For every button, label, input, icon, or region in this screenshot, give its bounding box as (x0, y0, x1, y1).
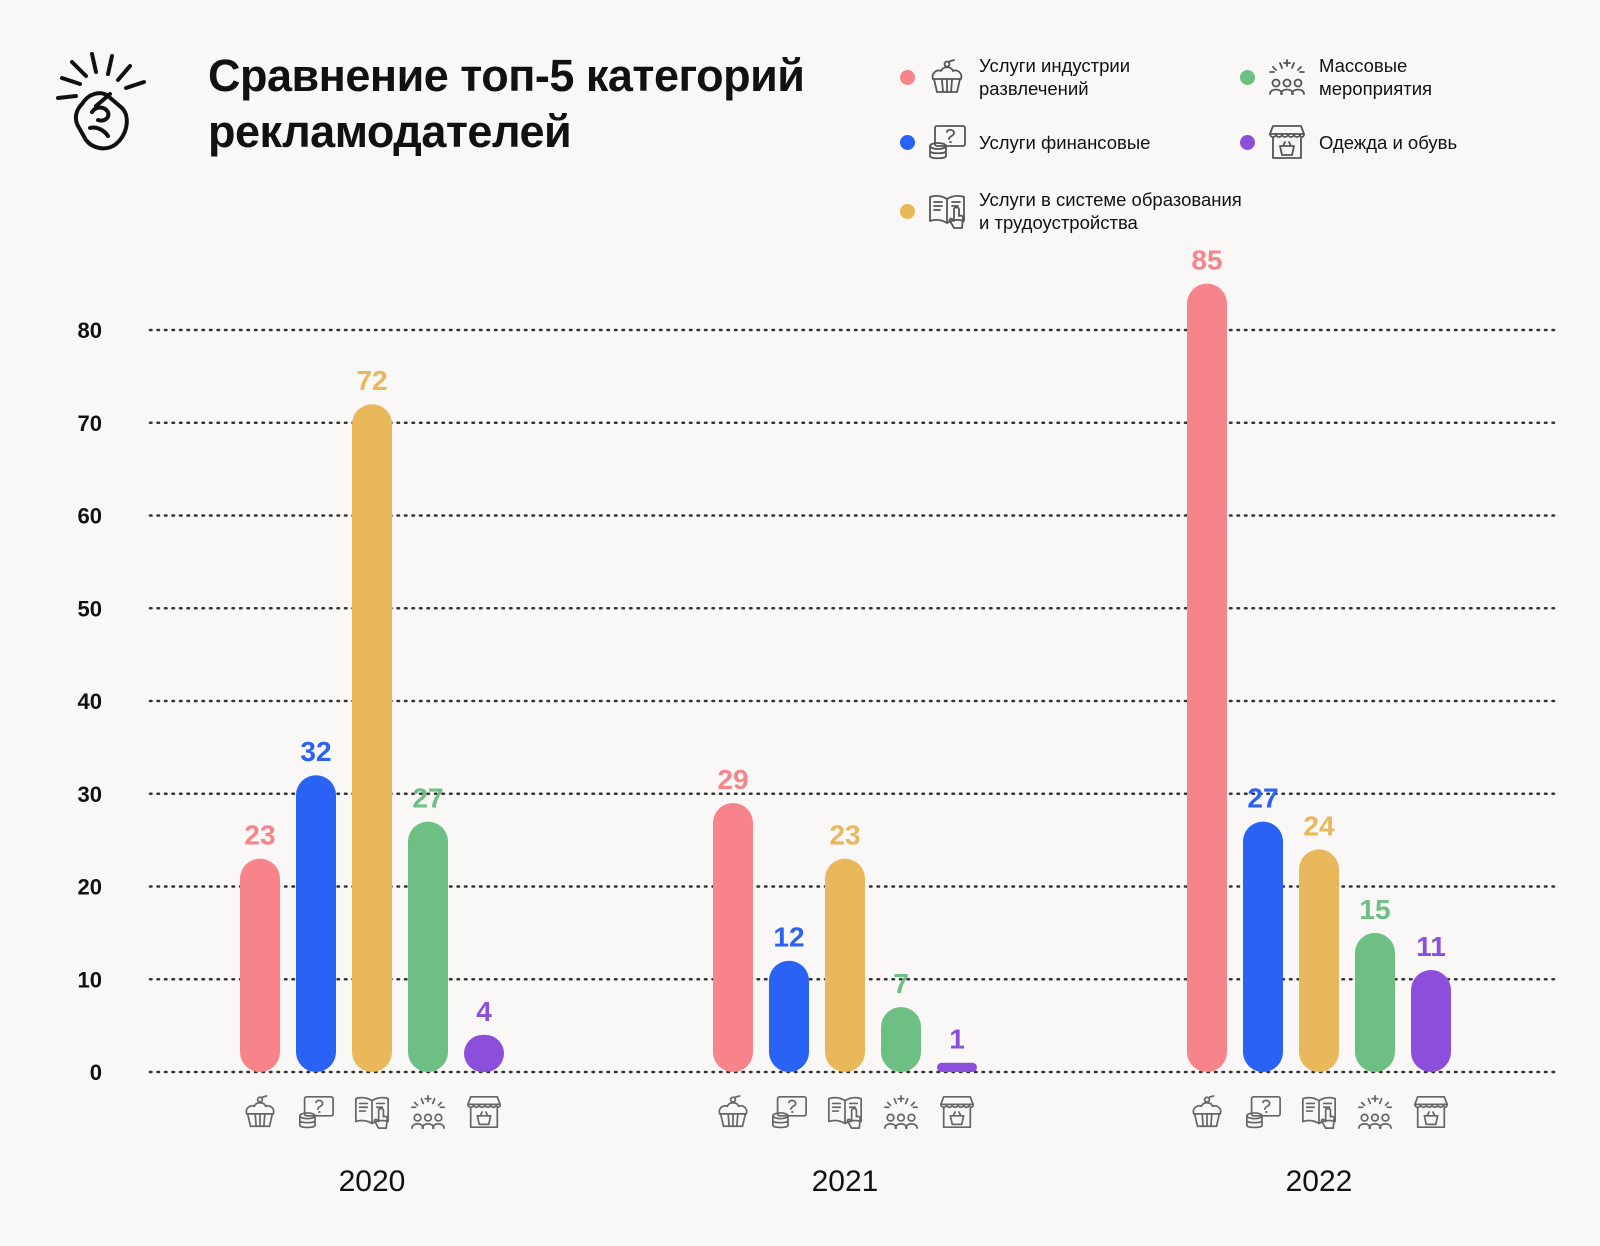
money-coins-icon (298, 1095, 334, 1129)
book-hand-icon (827, 1096, 863, 1130)
y-tick-label: 40 (78, 689, 102, 714)
bar-value-label: 29 (717, 764, 748, 795)
cupcake-icon (245, 1094, 275, 1128)
book-hand-icon (929, 195, 965, 229)
bar (1355, 932, 1395, 1072)
bar (825, 858, 865, 1072)
crowd-fireworks-icon (1269, 59, 1305, 95)
y-tick-label: 10 (78, 967, 102, 992)
bar (1187, 283, 1227, 1072)
bar (352, 404, 392, 1072)
legend-swatch (1240, 134, 1255, 150)
legend-label: Услуги в системе образования и трудоустр… (979, 189, 1242, 233)
bar-value-label: 11 (1416, 931, 1446, 962)
bar-value-label: 32 (300, 736, 331, 767)
shop-basket-icon (1269, 125, 1305, 159)
bar-value-label: 23 (244, 820, 275, 851)
bar (240, 858, 280, 1072)
legend-item-financial: Услуги финансовые (900, 122, 1150, 162)
y-tick-label: 50 (78, 596, 102, 621)
legend-item-mass-events: Массовые мероприятия (1240, 54, 1432, 100)
bar-value-label: 85 (1191, 245, 1222, 276)
legend-label: Одежда и обувь (1319, 131, 1458, 153)
bar-value-label: 24 (1303, 810, 1335, 841)
x-category-label: 2022 (1286, 1165, 1353, 1198)
bar-value-label: 27 (1247, 783, 1278, 814)
bar (713, 803, 753, 1072)
y-tick-label: 20 (78, 875, 102, 900)
legend-item-education: Услуги в системе образования и трудоустр… (900, 188, 1242, 234)
money-coins-icon (771, 1095, 807, 1129)
shop-basket-icon (939, 1095, 975, 1129)
legend-label: Услуги индустрии развлечений (979, 55, 1131, 99)
bar-value-label: 27 (412, 783, 443, 814)
legend-label: Массовые мероприятия (1319, 55, 1433, 99)
bar (296, 775, 336, 1072)
x-category-label: 2020 (339, 1165, 406, 1198)
cupcake-icon (1192, 1094, 1222, 1128)
legend-label: Услуги финансовые (979, 131, 1151, 153)
bar (769, 960, 809, 1072)
bar (1243, 821, 1283, 1072)
chart-title: Сравнение топ-5 категорий рекламодателей (208, 50, 805, 157)
money-coins-icon (1245, 1095, 1281, 1129)
crowd-fireworks-icon (883, 1094, 919, 1130)
bar-value-label: 12 (773, 922, 804, 953)
shop-basket-icon (1413, 1095, 1449, 1129)
bar-value-label: 7 (893, 968, 909, 999)
book-hand-icon (1301, 1096, 1337, 1130)
legend-swatch (900, 134, 915, 150)
legend-swatch (1240, 69, 1255, 85)
legend-item-clothing: Одежда и обувь (1240, 122, 1457, 162)
bar-value-label: 23 (829, 820, 860, 851)
snapping-fingers-icon (56, 52, 146, 151)
cupcake-icon (931, 59, 963, 93)
crowd-fireworks-icon (410, 1094, 446, 1130)
bar (1411, 969, 1451, 1072)
book-hand-icon (354, 1096, 390, 1130)
bar (408, 821, 448, 1072)
crowd-fireworks-icon (1357, 1094, 1393, 1130)
bar (881, 1007, 921, 1072)
shop-basket-icon (466, 1095, 502, 1129)
bar-value-label: 15 (1359, 894, 1390, 925)
bar-value-label: 72 (356, 365, 387, 396)
legend-item-entertainment: Услуги индустрии развлечений (900, 54, 1130, 100)
bar-value-label: 4 (476, 996, 492, 1027)
bar (937, 1062, 977, 1072)
bar (1299, 849, 1339, 1072)
y-tick-label: 70 (78, 411, 102, 436)
x-category-label: 2021 (812, 1165, 879, 1198)
y-tick-label: 60 (78, 504, 102, 529)
money-coins-icon (929, 125, 966, 160)
legend-swatch (900, 69, 915, 85)
bar (464, 1034, 504, 1072)
legend-swatch (900, 203, 915, 219)
y-tick-label: 80 (78, 318, 102, 343)
y-tick-label: 30 (78, 782, 102, 807)
cupcake-icon (718, 1094, 748, 1128)
y-tick-label: 0 (90, 1060, 102, 1085)
bar-value-label: 1 (949, 1024, 965, 1055)
